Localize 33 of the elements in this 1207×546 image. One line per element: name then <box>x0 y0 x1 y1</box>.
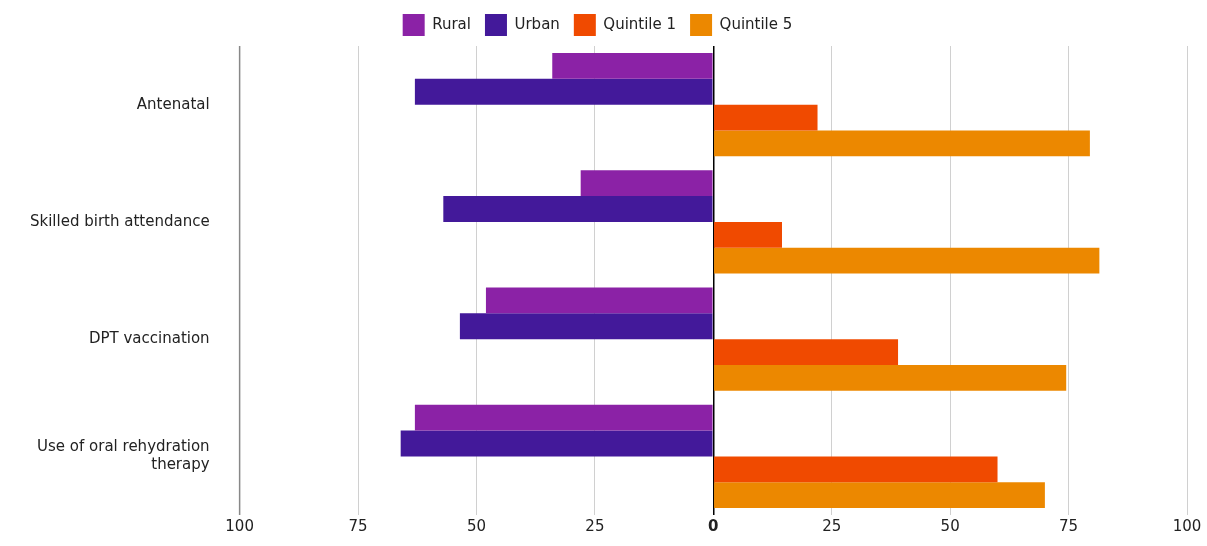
x-tick-label: 25 <box>585 516 605 535</box>
bar <box>580 170 713 197</box>
bar <box>714 456 998 483</box>
legend-label: Quintile 5 <box>719 14 793 33</box>
bar <box>414 404 713 431</box>
bar <box>714 221 782 248</box>
y-tick-label: Use of oral rehydration therapy <box>37 437 210 474</box>
bar <box>714 364 1067 391</box>
x-tick-label: 100 <box>1172 516 1202 535</box>
legend-label: Quintile 1 <box>603 14 677 33</box>
y-tick-label: Skilled birth attendance <box>29 211 210 230</box>
bar <box>443 196 713 222</box>
legend-label: Urban <box>514 14 560 33</box>
bar <box>400 430 713 457</box>
x-tick-label: 25 <box>822 516 842 535</box>
x-tick-label: 75 <box>348 516 368 535</box>
bar <box>714 482 1045 508</box>
x-tick-label: 50 <box>466 516 487 535</box>
legend-label: Rural <box>432 14 471 33</box>
bar <box>714 104 818 131</box>
x-tick-label: 100 <box>225 516 254 535</box>
bar <box>414 78 713 105</box>
y-tick-label: Antenatal <box>136 94 210 113</box>
x-tick-label: 50 <box>940 516 960 535</box>
bar <box>714 247 1100 274</box>
bar <box>459 313 713 340</box>
x-tick-label: 75 <box>1059 516 1079 535</box>
bar <box>714 130 1090 157</box>
bar <box>714 339 899 365</box>
bar <box>485 287 713 314</box>
x-tick-label: 0 <box>708 516 719 535</box>
bar <box>552 53 713 79</box>
y-tick-label: DPT vaccination <box>88 329 210 348</box>
